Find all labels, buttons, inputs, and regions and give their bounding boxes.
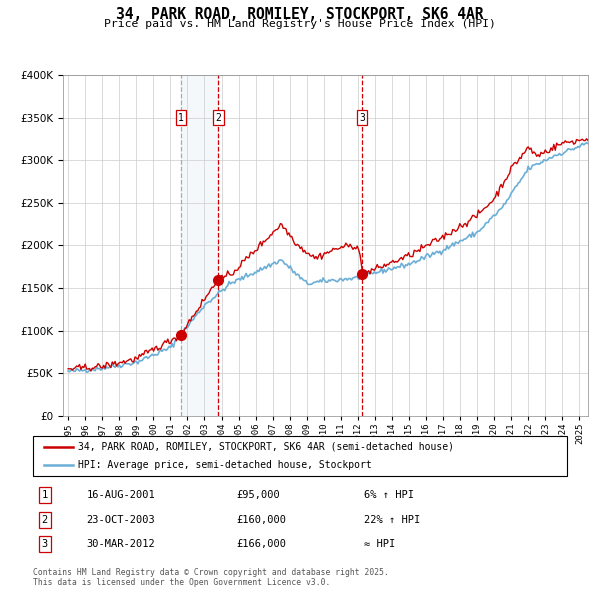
FancyBboxPatch shape — [33, 436, 567, 476]
Text: 1: 1 — [178, 113, 184, 123]
Text: 3: 3 — [359, 113, 365, 123]
Text: Price paid vs. HM Land Registry's House Price Index (HPI): Price paid vs. HM Land Registry's House … — [104, 19, 496, 30]
Text: 34, PARK ROAD, ROMILEY, STOCKPORT, SK6 4AR: 34, PARK ROAD, ROMILEY, STOCKPORT, SK6 4… — [116, 7, 484, 22]
Text: £166,000: £166,000 — [236, 539, 286, 549]
Text: ≈ HPI: ≈ HPI — [364, 539, 395, 549]
Text: 2: 2 — [41, 514, 48, 525]
Text: 22% ↑ HPI: 22% ↑ HPI — [364, 514, 421, 525]
Text: Contains HM Land Registry data © Crown copyright and database right 2025.
This d: Contains HM Land Registry data © Crown c… — [33, 568, 389, 587]
Text: 2: 2 — [215, 113, 221, 123]
Text: 3: 3 — [41, 539, 48, 549]
Text: 1: 1 — [41, 490, 48, 500]
Text: £95,000: £95,000 — [236, 490, 280, 500]
Text: 34, PARK ROAD, ROMILEY, STOCKPORT, SK6 4AR (semi-detached house): 34, PARK ROAD, ROMILEY, STOCKPORT, SK6 4… — [79, 442, 454, 452]
Text: HPI: Average price, semi-detached house, Stockport: HPI: Average price, semi-detached house,… — [79, 460, 372, 470]
Text: 23-OCT-2003: 23-OCT-2003 — [86, 514, 155, 525]
Bar — [181, 75, 218, 416]
Text: 30-MAR-2012: 30-MAR-2012 — [86, 539, 155, 549]
Text: 16-AUG-2001: 16-AUG-2001 — [86, 490, 155, 500]
Text: £160,000: £160,000 — [236, 514, 286, 525]
Text: 6% ↑ HPI: 6% ↑ HPI — [364, 490, 414, 500]
